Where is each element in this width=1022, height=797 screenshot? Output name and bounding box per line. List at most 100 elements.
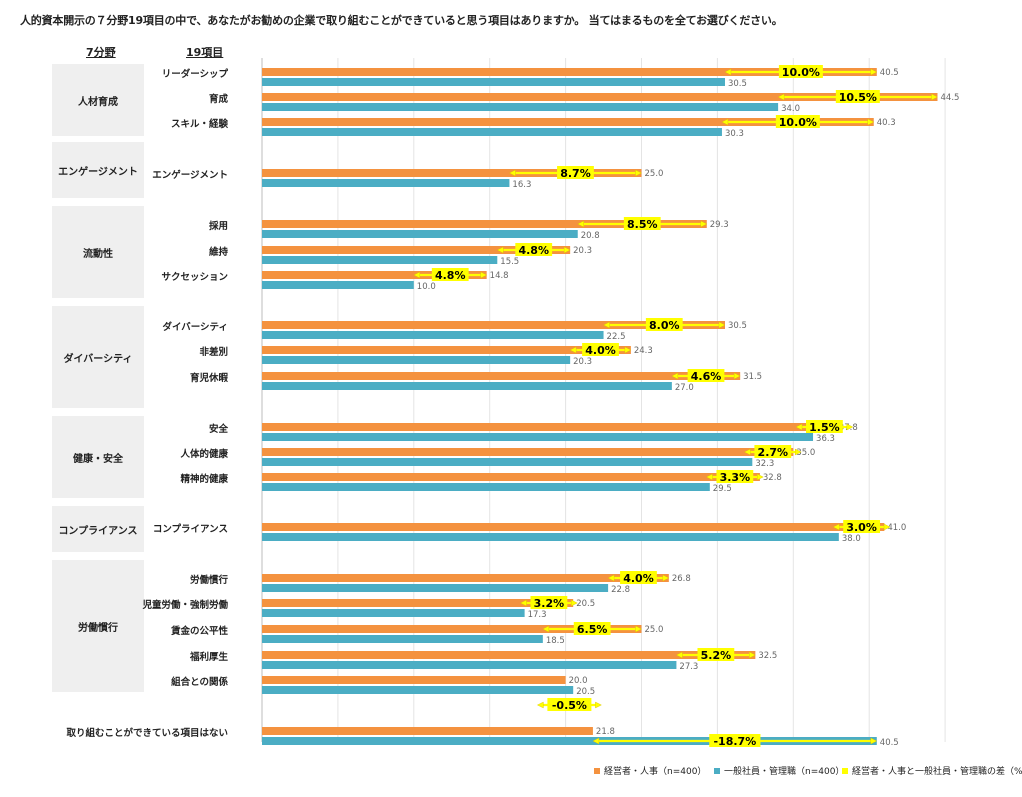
emp-bar <box>262 281 414 289</box>
emp-bar <box>262 686 574 694</box>
exec-bar <box>262 346 631 354</box>
diff-value-label: 4.8% <box>518 244 549 257</box>
diff-arrow-head <box>635 169 642 177</box>
emp-bar <box>262 331 604 339</box>
exec-bar <box>262 372 741 380</box>
legend-diff-swatch <box>842 767 848 774</box>
item-label: 非差別 <box>199 347 228 358</box>
diff-label-box <box>431 268 469 281</box>
diff-arrow-head <box>675 651 683 659</box>
emp-value-label: 22.5 <box>607 332 626 342</box>
emp-value-label: 36.3 <box>816 434 835 444</box>
emp-bar <box>262 78 725 86</box>
exec-bar <box>262 523 885 531</box>
exec-bar <box>262 448 794 456</box>
emp-value-label: 10.0 <box>417 282 436 292</box>
diff-label-box <box>515 243 553 256</box>
exec-value-label: 40.3 <box>877 118 896 128</box>
item-label: 育成 <box>208 94 228 105</box>
legend-exec-label: 経営者・人事（n=400） <box>604 767 707 777</box>
emp-bar <box>262 483 710 491</box>
item-label: 採用 <box>208 221 228 232</box>
emp-bar <box>262 737 877 745</box>
diff-arrow-head <box>496 246 504 254</box>
diff-label-box <box>557 166 594 179</box>
emp-bar <box>262 230 578 238</box>
diff-arrow-head <box>480 271 488 279</box>
diff-value-label: 10.0% <box>782 66 820 79</box>
item-label: 労働慣行 <box>189 575 228 586</box>
item-label: 安全 <box>208 424 228 435</box>
item-column-header: 19項目 <box>186 46 224 59</box>
diff-label-box <box>530 596 568 609</box>
exec-bar <box>262 93 938 101</box>
item-label: 育児休暇 <box>189 373 228 384</box>
emp-bar <box>262 635 543 643</box>
diff-arrow-head <box>569 346 577 354</box>
item-label: 児童労働・強制労働 <box>142 600 228 611</box>
emp-bar <box>262 533 839 541</box>
exec-bar <box>262 169 642 177</box>
exec-value-label: 20.3 <box>573 246 592 256</box>
emp-value-label: 38.0 <box>842 534 861 544</box>
emp-value-label: 16.3 <box>512 180 531 190</box>
exec-value-label: 20.0 <box>569 676 588 686</box>
diff-arrow-head <box>733 372 741 380</box>
chart-title: 人的資本開示の７分野19項目の中で、あなたがお勧めの企業で取り組むことができてい… <box>20 14 783 27</box>
diff-label-box <box>620 571 657 584</box>
diff-arrow-head <box>846 423 854 431</box>
exec-bar <box>262 473 760 481</box>
emp-value-label: 27.0 <box>675 383 694 393</box>
exec-value-label: 40.5 <box>880 68 899 78</box>
diff-arrow-head <box>603 321 610 329</box>
emp-value-label: 22.8 <box>611 585 630 595</box>
emp-value-label: 30.3 <box>725 129 744 139</box>
diff-value-label: 3.0% <box>846 521 877 534</box>
diff-value-label: 3.2% <box>534 597 565 610</box>
diff-arrow-head <box>607 574 615 582</box>
diff-arrow-head <box>870 68 878 76</box>
diff-arrow-head <box>671 372 679 380</box>
diff-value-label: 4.0% <box>585 344 616 357</box>
exec-bar <box>262 676 566 684</box>
emp-bar <box>262 128 722 136</box>
group-ryudosei: 流動性 <box>52 206 144 298</box>
diff-arrow-head <box>577 220 584 228</box>
exec-bar <box>262 599 574 607</box>
diff-arrow-head <box>662 574 670 582</box>
item-label: 賃金の公平性 <box>170 626 228 637</box>
emp-value-label: 20.8 <box>581 231 600 241</box>
diff-arrow-head <box>743 448 751 456</box>
diff-label-box <box>547 698 592 711</box>
exec-bar <box>262 727 593 735</box>
diff-value-label: -18.7% <box>713 735 756 748</box>
exec-value-label: 14.8 <box>490 271 509 281</box>
item-label: 組合との関係 <box>171 677 228 688</box>
diff-label-box <box>716 470 754 483</box>
group-rodo-kanko: 労働慣行 <box>52 560 144 692</box>
exec-value-label: 31.5 <box>743 372 762 382</box>
emp-value-label: 18.5 <box>546 636 565 646</box>
diff-arrow-head <box>624 346 632 354</box>
diff-value-label: 2.7% <box>758 446 789 459</box>
exec-value-label: 25.0 <box>645 625 664 635</box>
exec-bar <box>262 651 756 659</box>
emp-bar <box>262 609 525 617</box>
diff-arrow-head <box>721 118 729 126</box>
diff-label-box <box>573 622 611 635</box>
group-jinzai-ikusei: 人材育成 <box>52 64 144 136</box>
emp-value-label: 20.5 <box>576 687 595 697</box>
diff-arrow-head <box>724 68 732 76</box>
diff-arrow-head <box>706 473 713 481</box>
diff-arrow-head <box>777 93 785 101</box>
legend-diff-label: 経営者・人事と一般社員・管理職の差（%） <box>852 767 1022 777</box>
emp-value-label: 34.0 <box>781 104 800 114</box>
diff-arrow-head <box>757 473 764 481</box>
exec-bar <box>262 68 877 76</box>
diff-value-label: 3.3% <box>720 471 751 484</box>
exec-value-label: 25.0 <box>645 169 664 179</box>
diff-label-box <box>687 369 725 382</box>
item-label: コンプライアンス <box>152 524 228 535</box>
emp-bar <box>262 458 753 466</box>
diff-value-label: 8.0% <box>649 319 680 332</box>
